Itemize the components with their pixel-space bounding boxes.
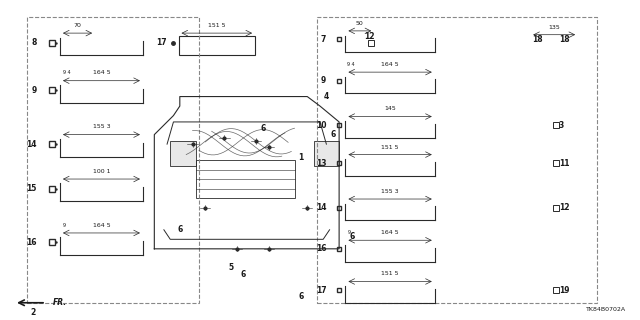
Text: 164 5: 164 5 — [93, 223, 110, 228]
Bar — [179, 36, 255, 55]
Text: 3: 3 — [559, 121, 564, 130]
Text: 6: 6 — [330, 130, 335, 139]
Text: 9: 9 — [31, 86, 36, 95]
Text: 1: 1 — [298, 153, 303, 162]
Text: 6: 6 — [298, 292, 303, 301]
Text: 50: 50 — [356, 21, 364, 26]
Text: 135: 135 — [548, 25, 560, 30]
Text: 6: 6 — [241, 270, 246, 279]
Text: 151 5: 151 5 — [381, 145, 399, 149]
Text: 11: 11 — [559, 159, 570, 168]
Text: 9: 9 — [63, 223, 66, 228]
Text: 151 5: 151 5 — [381, 271, 399, 276]
Text: 6: 6 — [177, 225, 182, 234]
Text: 17: 17 — [316, 285, 326, 295]
Text: 151 5: 151 5 — [208, 23, 225, 28]
Text: 16: 16 — [316, 244, 326, 253]
Text: FR.: FR. — [52, 298, 67, 307]
Text: 9: 9 — [348, 230, 351, 235]
Text: 6: 6 — [260, 124, 265, 133]
Text: 15: 15 — [26, 184, 36, 193]
Text: 164 5: 164 5 — [381, 230, 399, 235]
Text: 18: 18 — [532, 35, 543, 44]
Text: 10: 10 — [316, 121, 326, 130]
Text: 7: 7 — [321, 35, 326, 44]
Text: 164 5: 164 5 — [93, 70, 110, 75]
Text: 70: 70 — [74, 23, 81, 28]
Text: 14: 14 — [316, 203, 326, 212]
Text: 12: 12 — [559, 203, 570, 212]
Text: 145: 145 — [384, 107, 396, 111]
Text: 9: 9 — [321, 76, 326, 85]
Text: 17: 17 — [156, 38, 167, 47]
Text: 13: 13 — [316, 159, 326, 168]
Text: 9 4: 9 4 — [348, 62, 355, 67]
Text: 164 5: 164 5 — [381, 62, 399, 67]
Bar — [314, 141, 339, 166]
Text: 8: 8 — [31, 38, 36, 47]
Text: 155 3: 155 3 — [93, 124, 110, 129]
Text: 5: 5 — [228, 263, 234, 272]
Text: 6: 6 — [349, 232, 355, 241]
Text: 9 4: 9 4 — [63, 70, 71, 75]
Text: TK84B0702A: TK84B0702A — [586, 307, 626, 312]
Text: 18: 18 — [559, 35, 570, 44]
Text: 4: 4 — [324, 92, 329, 101]
Text: 12: 12 — [365, 32, 375, 41]
Text: 14: 14 — [26, 140, 36, 148]
Text: 155 3: 155 3 — [381, 189, 399, 194]
Text: 100 1: 100 1 — [93, 169, 110, 174]
Text: 2: 2 — [30, 308, 35, 317]
Text: 19: 19 — [559, 285, 570, 295]
Bar — [196, 160, 294, 198]
Bar — [170, 141, 196, 166]
Text: 16: 16 — [26, 238, 36, 247]
